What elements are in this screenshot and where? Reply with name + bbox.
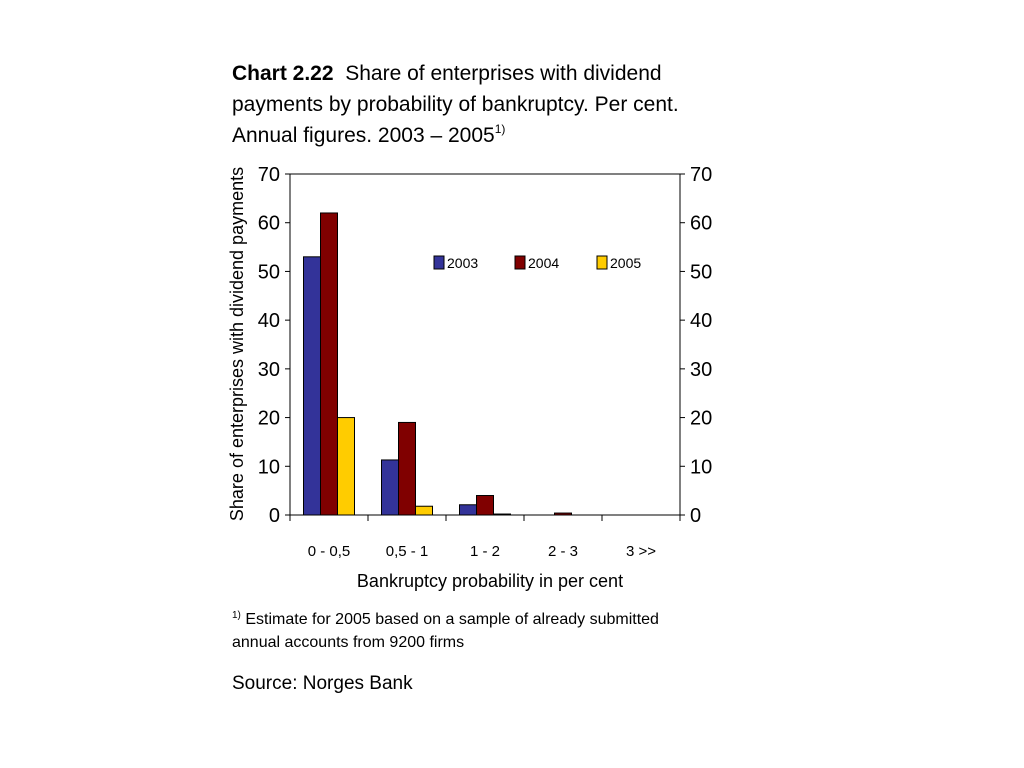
- chart-title: Chart 2.22 Share of enterprises with div…: [232, 58, 702, 151]
- y2-tick-label: 20: [690, 408, 712, 430]
- legend-label-2004: 2004: [528, 255, 559, 271]
- y2-tick-label: 10: [690, 456, 712, 478]
- x-category-label: 1 - 2: [470, 543, 500, 560]
- source-note: Source: Norges Bank: [232, 673, 413, 694]
- footnote-text: Estimate for 2005 based on a sample of a…: [232, 611, 659, 651]
- y-tick-label: 10: [258, 456, 280, 478]
- y-tick-label: 60: [258, 213, 280, 235]
- bar-2005: [493, 513, 511, 516]
- bar-2004: [398, 421, 416, 516]
- y2-tick-label: 70: [690, 164, 712, 186]
- y2-tick-label: 60: [690, 213, 712, 235]
- y-axis-title: Share of enterprises with dividend payme…: [227, 167, 247, 521]
- legend-swatch-2005: [596, 255, 608, 270]
- title-footnote-marker: 1): [494, 122, 506, 136]
- bar-2004: [554, 512, 572, 516]
- legend-label-2005: 2005: [610, 255, 641, 271]
- chart-bars: [303, 212, 572, 516]
- x-axis-title: Bankruptcy probability in per cent: [357, 571, 623, 591]
- y2-tick-label: 0: [690, 505, 701, 527]
- bar-2004: [476, 495, 494, 516]
- bar-2005: [415, 505, 433, 516]
- chart-axes: 0 10 20 30 40 50 60 70 0 10 20 30 40 50 60 70 0 - 0,5 0,5…: [227, 164, 712, 591]
- x-category-label: 0,5 - 1: [386, 543, 429, 560]
- footnote: 1) Estimate for 2005 based on a sample o…: [232, 608, 702, 654]
- y2-tick-label: 40: [690, 310, 712, 332]
- y2-tick-label: 30: [690, 359, 712, 381]
- y-tick-label: 0: [269, 505, 280, 527]
- x-category-label: 3 >>: [626, 543, 656, 560]
- chart-number: Chart 2.22: [232, 62, 334, 85]
- bar-2004: [320, 212, 338, 516]
- y-tick-label: 20: [258, 408, 280, 430]
- x-category-label: 0 - 0,5: [308, 543, 351, 560]
- footnote-marker: 1): [232, 610, 241, 621]
- legend-swatch-2004: [514, 255, 526, 270]
- bar-2003: [303, 256, 321, 516]
- y-tick-label: 30: [258, 359, 280, 381]
- chart-title-text: Share of enterprises with dividend payme…: [232, 62, 679, 147]
- y2-tick-label: 50: [690, 261, 712, 283]
- y-tick-label: 40: [258, 310, 280, 332]
- legend-label-2003: 2003: [447, 255, 478, 271]
- bar-2003: [381, 459, 399, 516]
- y-tick-label: 50: [258, 261, 280, 283]
- bar-2003: [459, 504, 477, 516]
- bar-2005: [337, 417, 355, 516]
- legend-swatch-2003: [433, 255, 445, 270]
- chart-legend: 2003 2004 2005: [433, 255, 641, 271]
- y-tick-label: 70: [258, 164, 280, 186]
- x-category-label: 2 - 3: [548, 543, 578, 560]
